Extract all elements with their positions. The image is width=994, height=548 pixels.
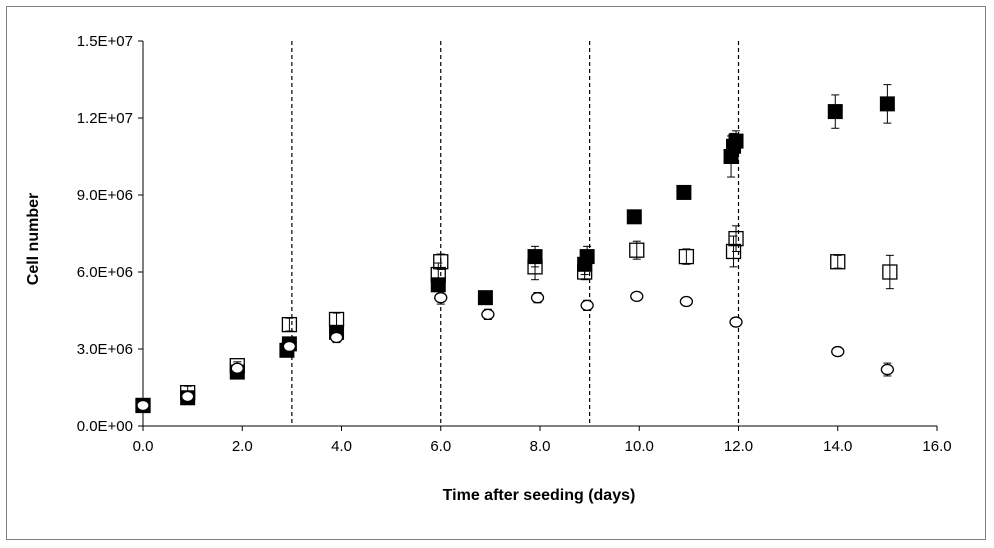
y-tick-label: 1.5E+07 [77, 33, 133, 50]
data-point-open-circle [181, 390, 195, 403]
data-point-open-circle [679, 295, 694, 308]
data-point-open-circle [831, 345, 845, 358]
data-point-filled-square [676, 184, 692, 200]
axes: 0.0E+00 3.0E+06 6.0E+06 9.0E+06 1.2E+07 1.5E+… [77, 33, 952, 455]
x-tick-label: 0.0 [133, 438, 154, 455]
data-point-open-square [328, 311, 345, 328]
x-tick-label: 10.0 [625, 438, 654, 455]
y-tick-label: 3.0E+06 [77, 341, 133, 358]
y-tick-label: 9.0E+06 [77, 187, 133, 204]
data-point-filled-square [477, 290, 493, 306]
data-point-open-square [629, 242, 645, 258]
data-point-open-square [527, 259, 543, 275]
data-point-open-square [433, 254, 449, 270]
x-tick-label: 2.0 [232, 438, 253, 455]
data-point-open-circle [481, 308, 495, 321]
data-point-open-circle [880, 363, 895, 376]
data-point-open-circle [329, 331, 344, 344]
chart-frame [6, 6, 986, 540]
y-tick-label: 0.0E+00 [77, 418, 133, 435]
x-tick-label: 16.0 [922, 438, 951, 455]
data-point-open-circle [282, 340, 297, 353]
data-point-filled-square [728, 133, 744, 149]
x-axis-title: Time after seeding (days) [443, 487, 636, 504]
reference-lines [291, 41, 740, 426]
data-point-open-square [281, 316, 298, 333]
y-axis-title: Cell number [25, 193, 42, 285]
data-point-open-square [725, 243, 742, 260]
x-tick-label: 6.0 [430, 438, 451, 455]
data-point-filled-square [879, 96, 895, 112]
data-point-open-square [728, 230, 744, 247]
data-point-open-circle [580, 299, 594, 312]
data-point-open-circle [230, 362, 244, 374]
data-point-open-square [882, 264, 898, 280]
x-tick-label: 14.0 [823, 438, 852, 455]
x-tick-label: 4.0 [331, 438, 352, 455]
data-point-open-circle [630, 290, 644, 303]
data-point-filled-square [579, 249, 595, 265]
data-point-filled-square [827, 104, 843, 120]
data-point-open-square [678, 248, 695, 265]
x-tick-label: 8.0 [530, 438, 551, 455]
data-point-open-circle [729, 316, 743, 328]
data-marks [135, 84, 898, 414]
data-point-open-square [830, 254, 846, 270]
y-tick-label: 6.0E+06 [77, 264, 133, 281]
data-point-open-circle [530, 292, 545, 304]
y-tick-label: 1.2E+07 [77, 110, 133, 127]
x-tick-label: 12.0 [724, 438, 753, 455]
data-point-open-circle [434, 292, 448, 304]
data-point-open-square [430, 266, 446, 283]
data-point-open-circle [136, 399, 150, 412]
data-point-open-square [135, 397, 151, 414]
data-point-filled-square [626, 209, 642, 225]
data-point-open-square [577, 264, 593, 280]
